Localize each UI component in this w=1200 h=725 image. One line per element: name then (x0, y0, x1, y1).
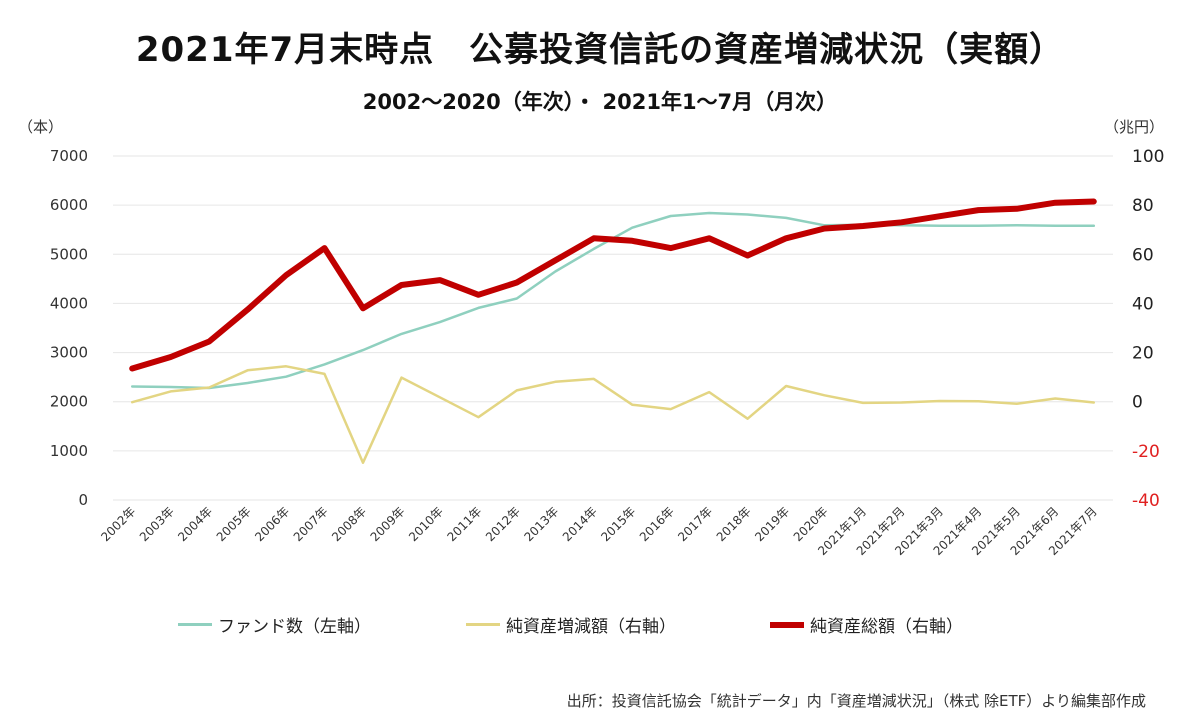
x-axis-tick-label: 2014年 (560, 504, 600, 544)
right-axis-tick-label: 40 (1132, 294, 1154, 314)
x-axis-tick-label: 2012年 (483, 504, 523, 544)
left-axis-tick-label: 2000 (50, 393, 88, 411)
x-axis-tick-label: 2019年 (752, 504, 792, 544)
legend-swatch-net-total (770, 621, 804, 628)
x-axis-tick-label: 2009年 (368, 504, 408, 544)
right-axis-tick-label: 0 (1132, 393, 1143, 413)
right-axis-tick-label: 60 (1132, 245, 1154, 265)
line-chart: 0 1000 2000 3000 4000 5000 6000 7000 -40 -20 0 20 40… (50, 147, 1165, 558)
legend-label-net-total: 純資産総額（右軸） (810, 617, 963, 637)
legend: ファンド数（左軸） 純資産増減額（右軸） 純資産総額（右軸） (0, 612, 1200, 642)
x-axis-tick-label: 2006年 (252, 504, 292, 544)
x-axis-tick-label: 2017年 (675, 504, 715, 544)
line-net-total (129, 198, 1097, 372)
legend-swatch-net-change (466, 623, 500, 626)
right-axis-tick-label: 20 (1132, 344, 1154, 364)
x-axis-tick-label: 2002年 (98, 504, 138, 544)
legend-label-fund-count: ファンド数（左軸） (218, 617, 371, 637)
x-axis-tick-label: 2013年 (521, 504, 561, 544)
chart-subtitle: 2002〜2020（年次）・ 2021年1〜7月（月次） (362, 90, 838, 114)
left-axis-tick-label: 3000 (50, 344, 88, 362)
line-net-change (130, 365, 1096, 464)
x-axis-tick-label: 2005年 (214, 504, 254, 544)
left-axis-unit: （本） (18, 118, 64, 136)
chart-title: 2021年7月末時点 公募投資信託の資産増減状況（実額） (135, 30, 1065, 70)
left-axis-tick-label: 7000 (50, 147, 88, 165)
left-axis-tick-label: 0 (78, 491, 88, 509)
right-axis-unit: （兆円） (1104, 118, 1165, 136)
x-axis-tick-label: 2007年 (291, 504, 331, 544)
right-axis-tick-label: 100 (1132, 147, 1164, 167)
left-axis-tick-label: 1000 (50, 442, 88, 460)
x-axis-tick-label: 2003年 (137, 504, 177, 544)
legend-item-net-change: 純資産増減額（右軸） (466, 612, 676, 637)
x-axis-tick-label: 2015年 (598, 504, 638, 544)
legend-label-net-change: 純資産増減額（右軸） (506, 617, 676, 637)
legend-item-net-total: 純資産総額（右軸） (770, 612, 963, 637)
left-axis-tick-label: 4000 (50, 294, 88, 312)
x-axis-tick-label: 2004年 (175, 504, 215, 544)
right-axis-tick-label: -20 (1132, 442, 1160, 462)
right-axis-tick-label: 80 (1132, 196, 1154, 216)
x-axis-tick-label: 2018年 (714, 504, 754, 544)
legend-swatch-fund-count (178, 623, 212, 626)
x-axis-tick-label: 2016年 (637, 504, 677, 544)
right-axis-tick-label: -40 (1132, 491, 1160, 511)
x-axis-tick-label: 2010年 (406, 504, 446, 544)
legend-item-fund-count: ファンド数（左軸） (178, 612, 371, 637)
source-note: 出所：投資信託協会「統計データ」内「資産増減状況」（株式 除ETF）より編集部作… (566, 692, 1146, 710)
left-axis-tick-label: 6000 (50, 196, 88, 214)
left-axis-tick-label: 5000 (50, 245, 88, 263)
x-axis-tick-label: 2011年 (445, 504, 485, 544)
x-axis-tick-label: 2008年 (329, 504, 369, 544)
